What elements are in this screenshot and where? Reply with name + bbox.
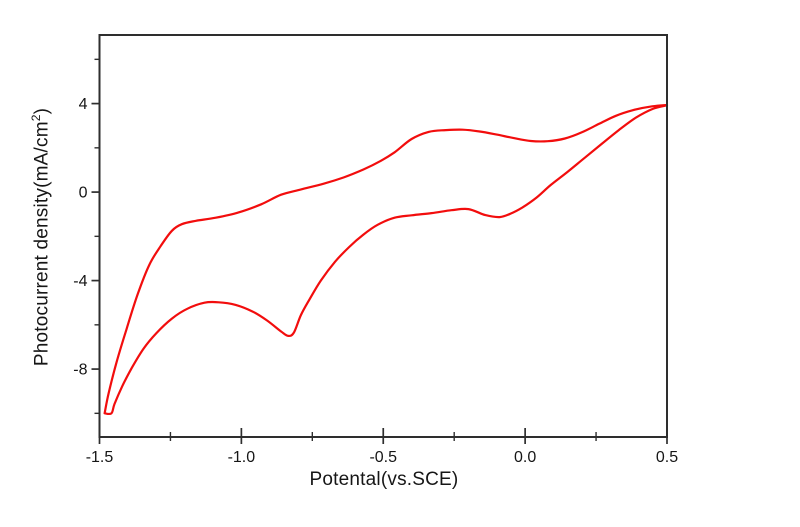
y-axis-title-suffix: ) (31, 107, 53, 115)
x-tick-label: 0.0 (514, 449, 536, 466)
plot-frame (98, 34, 668, 438)
y-tick-label: -4 (73, 273, 87, 290)
x-tick-label: -0.5 (369, 449, 397, 466)
x-tick-label: 0.5 (656, 449, 678, 466)
x-tick-label: -1.5 (86, 449, 114, 466)
x-tick-label: -1.0 (228, 449, 256, 466)
y-tick-label: -8 (73, 362, 87, 379)
y-tick-label: 4 (79, 96, 88, 113)
y-axis-title-superscript: 2 (29, 114, 43, 122)
tick-labels: -1.5 -1.0 -0.5 0.0 0.5 4 0 -4 -8 (73, 96, 678, 466)
x-axis-title-text: Potental(vs.SCE) (309, 469, 459, 490)
data-series (103, 103, 669, 416)
cv-curve (103, 103, 669, 416)
y-axis-title: Photocurrent density(mA/cm2) (29, 36, 55, 438)
y-axis-title-prefix: Photocurrent density(mA/cm (31, 121, 53, 367)
y-tick-label: 0 (79, 185, 88, 202)
axis-ticks (91, 58, 668, 444)
x-axis-title: Potental(vs.SCE) (100, 469, 668, 491)
